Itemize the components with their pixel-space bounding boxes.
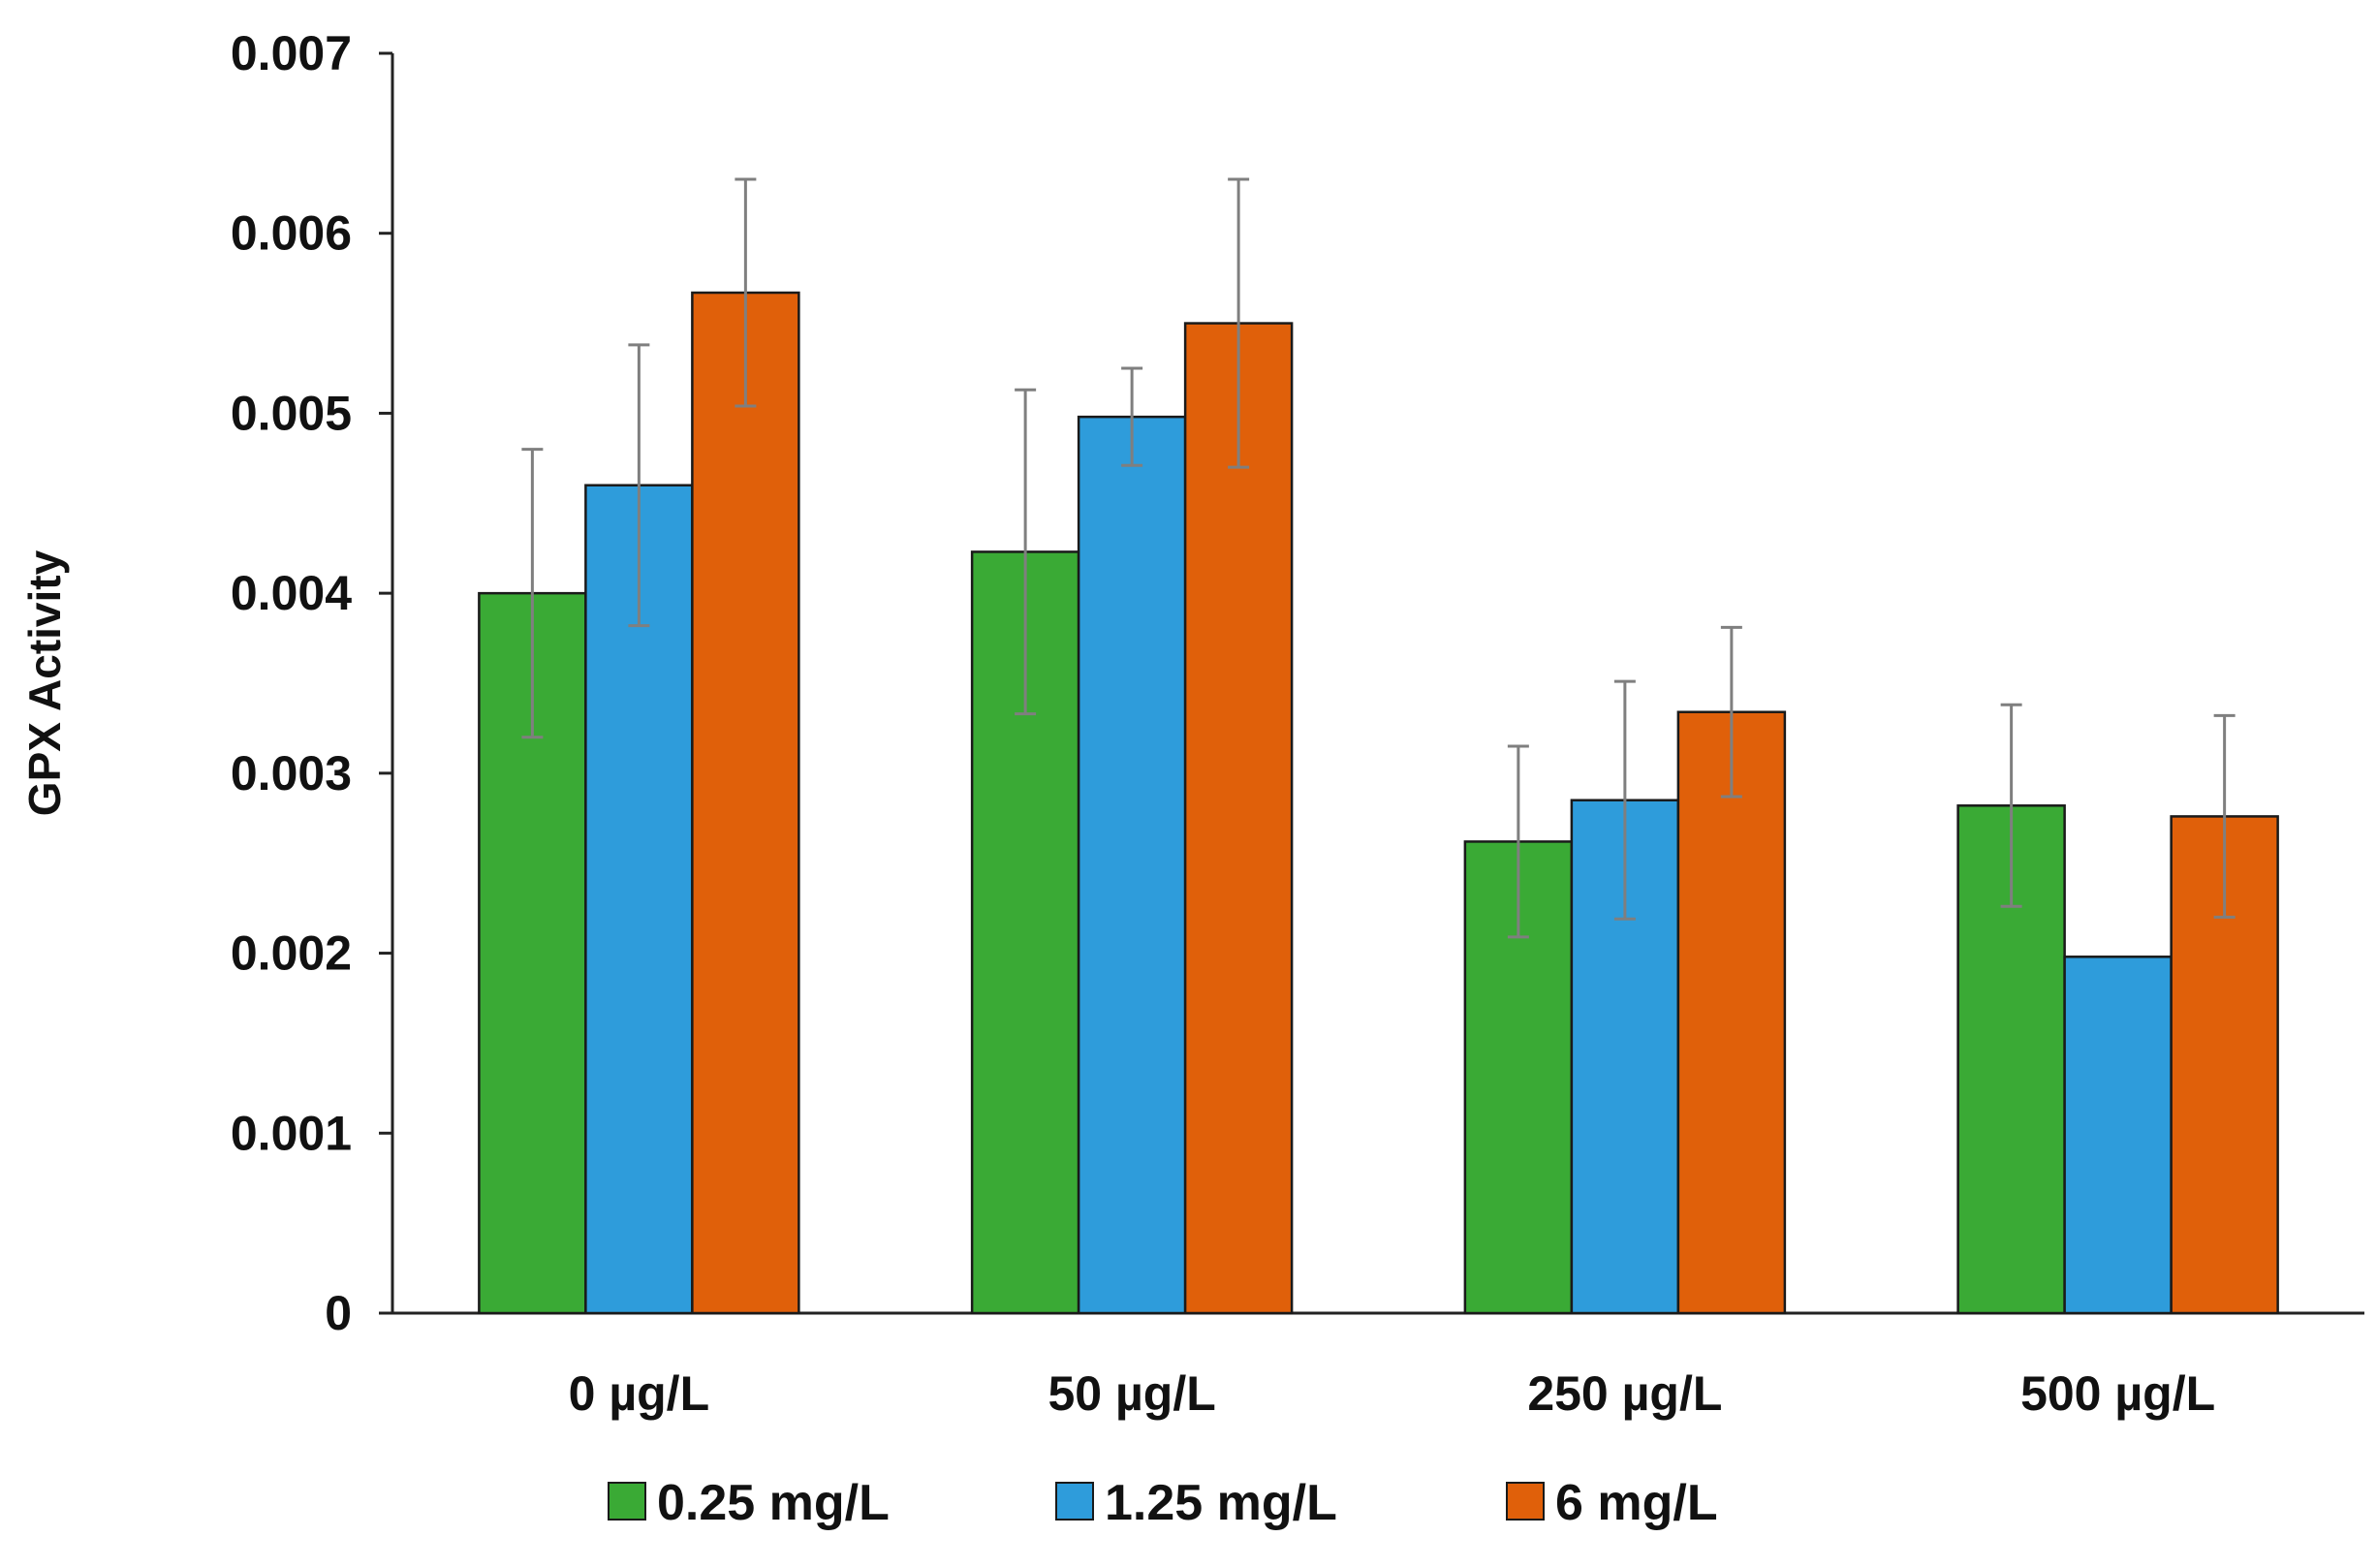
legend-swatch bbox=[608, 1482, 646, 1521]
bar-3-1 bbox=[2063, 956, 2173, 1315]
y-tick-label: 0.001 bbox=[231, 1106, 352, 1160]
x-tick-label: 0 µg/L bbox=[569, 1366, 709, 1421]
x-tick-label: 500 µg/L bbox=[2020, 1366, 2215, 1421]
y-axis-title: GPX Activity bbox=[19, 549, 70, 816]
bar-1-1 bbox=[1077, 415, 1187, 1315]
y-tick-label: 0.006 bbox=[231, 206, 352, 261]
y-tick-labels: 0 0.001 0.002 0.003 0.004 0.005 0.006 0.007 bbox=[231, 26, 352, 1340]
y-tick-label: 0.002 bbox=[231, 926, 352, 981]
legend-label: 1.25 mg/L bbox=[1105, 1475, 1337, 1531]
bar-0-2 bbox=[691, 291, 800, 1315]
y-tick-label: 0.005 bbox=[231, 386, 352, 440]
y-tick-label: 0.003 bbox=[231, 746, 352, 800]
x-tick-label: 50 µg/L bbox=[1048, 1366, 1215, 1421]
bar-2-2 bbox=[1676, 710, 1787, 1315]
y-tick-label: 0.007 bbox=[231, 26, 352, 80]
bar-1-0 bbox=[970, 550, 1080, 1315]
y-tick-label: 0.004 bbox=[231, 566, 352, 620]
legend-swatch bbox=[1055, 1482, 1094, 1521]
x-tick-label: 250 µg/L bbox=[1527, 1366, 1722, 1421]
legend: 0.25 mg/L 1.25 mg/L 6 mg/L bbox=[608, 1475, 1718, 1531]
legend-swatch bbox=[1506, 1482, 1545, 1521]
category-labels: 0 µg/L 50 µg/L 250 µg/L 500 µg/L bbox=[569, 1366, 2216, 1421]
y-tick-label: 0 bbox=[325, 1286, 352, 1340]
bars bbox=[478, 291, 2279, 1315]
legend-label: 6 mg/L bbox=[1555, 1475, 1718, 1531]
error-bars bbox=[521, 177, 2236, 939]
legend-label: 0.25 mg/L bbox=[657, 1475, 890, 1531]
bar-1-2 bbox=[1183, 322, 1294, 1315]
